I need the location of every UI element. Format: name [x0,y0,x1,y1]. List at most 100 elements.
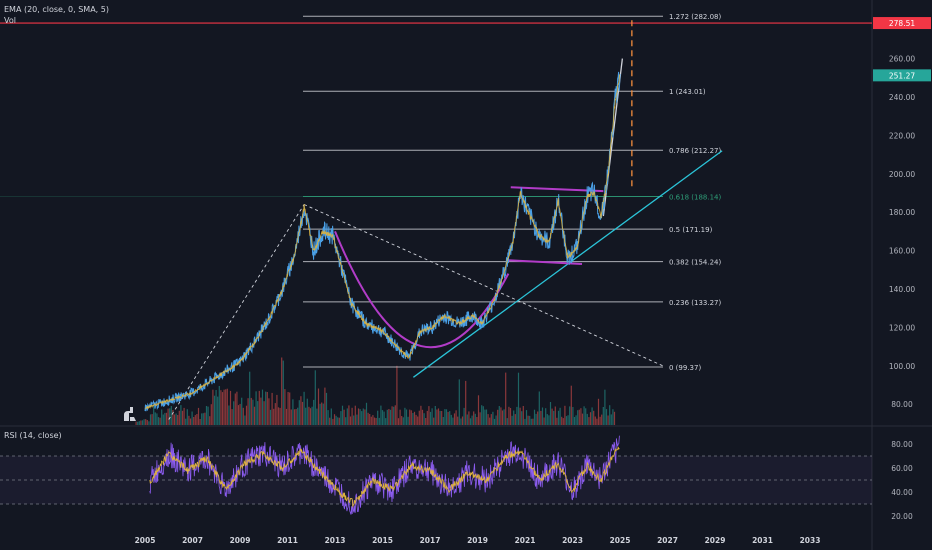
time-axis-tick: 2011 [277,536,298,545]
volume-bar [173,414,176,425]
time-axis-tick: 2015 [372,536,393,545]
rsi-indicator-label[interactable]: RSI (14, close) [4,431,62,440]
volume-bar [549,402,552,425]
volume-bar [463,407,465,425]
volume-bar [493,418,496,425]
volume-bar [338,417,340,425]
volume-bar [569,406,571,425]
volume-bar [428,406,430,425]
volume-bar [277,407,280,425]
volume-bar [585,408,587,425]
volume-bar [143,419,145,425]
volume-bar [324,387,326,425]
volume-bar [373,417,376,425]
fib-level-label: 0.786 (212.27) [669,147,721,155]
volume-bar [177,415,179,425]
volume-bar [220,390,222,425]
volume-bar [551,408,553,425]
volume-bar [148,421,150,425]
volume-bar [369,414,371,425]
volume-bar [521,411,523,425]
volume-bar [321,402,323,425]
volume-bar [532,418,534,425]
volume-bar [525,410,528,425]
time-axis-tick: 2033 [800,536,821,545]
volume-bar [417,416,419,425]
volume-bar [252,399,254,425]
volume-bar [169,408,171,425]
price-axis-tick: 120.00 [889,323,915,332]
volume-bar [317,388,320,425]
volume-bar [375,418,377,425]
volume-bar [437,408,440,425]
price-axis-tick: 180.00 [889,208,915,217]
volume-bar [481,405,483,425]
volume-bar [389,409,392,425]
volume-bar [341,405,344,425]
volume-bar [161,409,163,425]
volume-bar [165,412,168,425]
volume-bar [609,405,611,425]
rsi-panel [0,435,872,515]
axes: 260.00 240.00 220.00 200.00 180.00 160.00 140.… [124,17,931,545]
volume-bar [565,416,568,425]
ema-indicator-label[interactable]: EMA (20, close, 0, SMA, 5) [4,5,109,14]
volume-bar [250,397,252,425]
volume-bar [247,398,249,425]
volume-bar [202,413,204,425]
volume-bar [223,389,225,425]
time-axis-tick: 2029 [705,536,726,545]
volume-bar [319,403,321,425]
volume-bar [249,371,251,425]
volume-bar [572,407,574,425]
volume-bar [524,418,526,425]
volume-bar [191,411,193,425]
price-axis-tick: 100.00 [889,362,915,371]
volume-bar [442,417,444,425]
volume-bar [308,406,310,425]
volume-bar [188,415,190,425]
volume-bar [196,414,198,425]
volume-bar [421,409,424,425]
volume-bar [599,416,601,425]
volume-bar [210,404,212,425]
volume-bar [476,417,478,425]
volume-bar [370,416,372,425]
volume-bar [290,409,292,425]
volume-bar [535,413,537,425]
volume-bar [381,410,384,425]
rsi-ma-line [149,446,620,508]
volume-bar [212,389,214,425]
volume-bar [346,408,348,425]
rsi-line [149,435,620,515]
volume-bar [301,401,304,425]
volume-bar [359,409,361,425]
price-axis-tick: 240.00 [889,93,915,102]
volume-bar [172,410,174,425]
volume-bar [354,405,356,425]
volume-bar [452,417,454,425]
price-axis-tick: 260.00 [889,55,915,64]
volume-bar [258,390,260,425]
volume-bar [578,409,580,425]
volume-bar [564,405,566,425]
rsi-axis-tick: 80.00 [891,440,913,449]
volume-bar [391,406,393,425]
volume-bar [394,405,396,425]
price-series [144,71,621,412]
volume-bar [445,409,448,425]
ema-line [144,74,620,410]
volume-bar [265,391,267,425]
volume-bar [364,409,366,425]
volume-bar [420,405,422,425]
volume-indicator-label[interactable]: Vol [4,16,16,25]
rsi-axis-tick: 20.00 [891,512,913,521]
volume-bar [197,407,200,425]
tradingview-logo-icon [124,407,136,421]
volume-bar [289,392,291,425]
fib-level-label: 0 (99.37) [669,364,701,372]
volume-bar [561,416,563,425]
volume-bar [303,391,305,425]
